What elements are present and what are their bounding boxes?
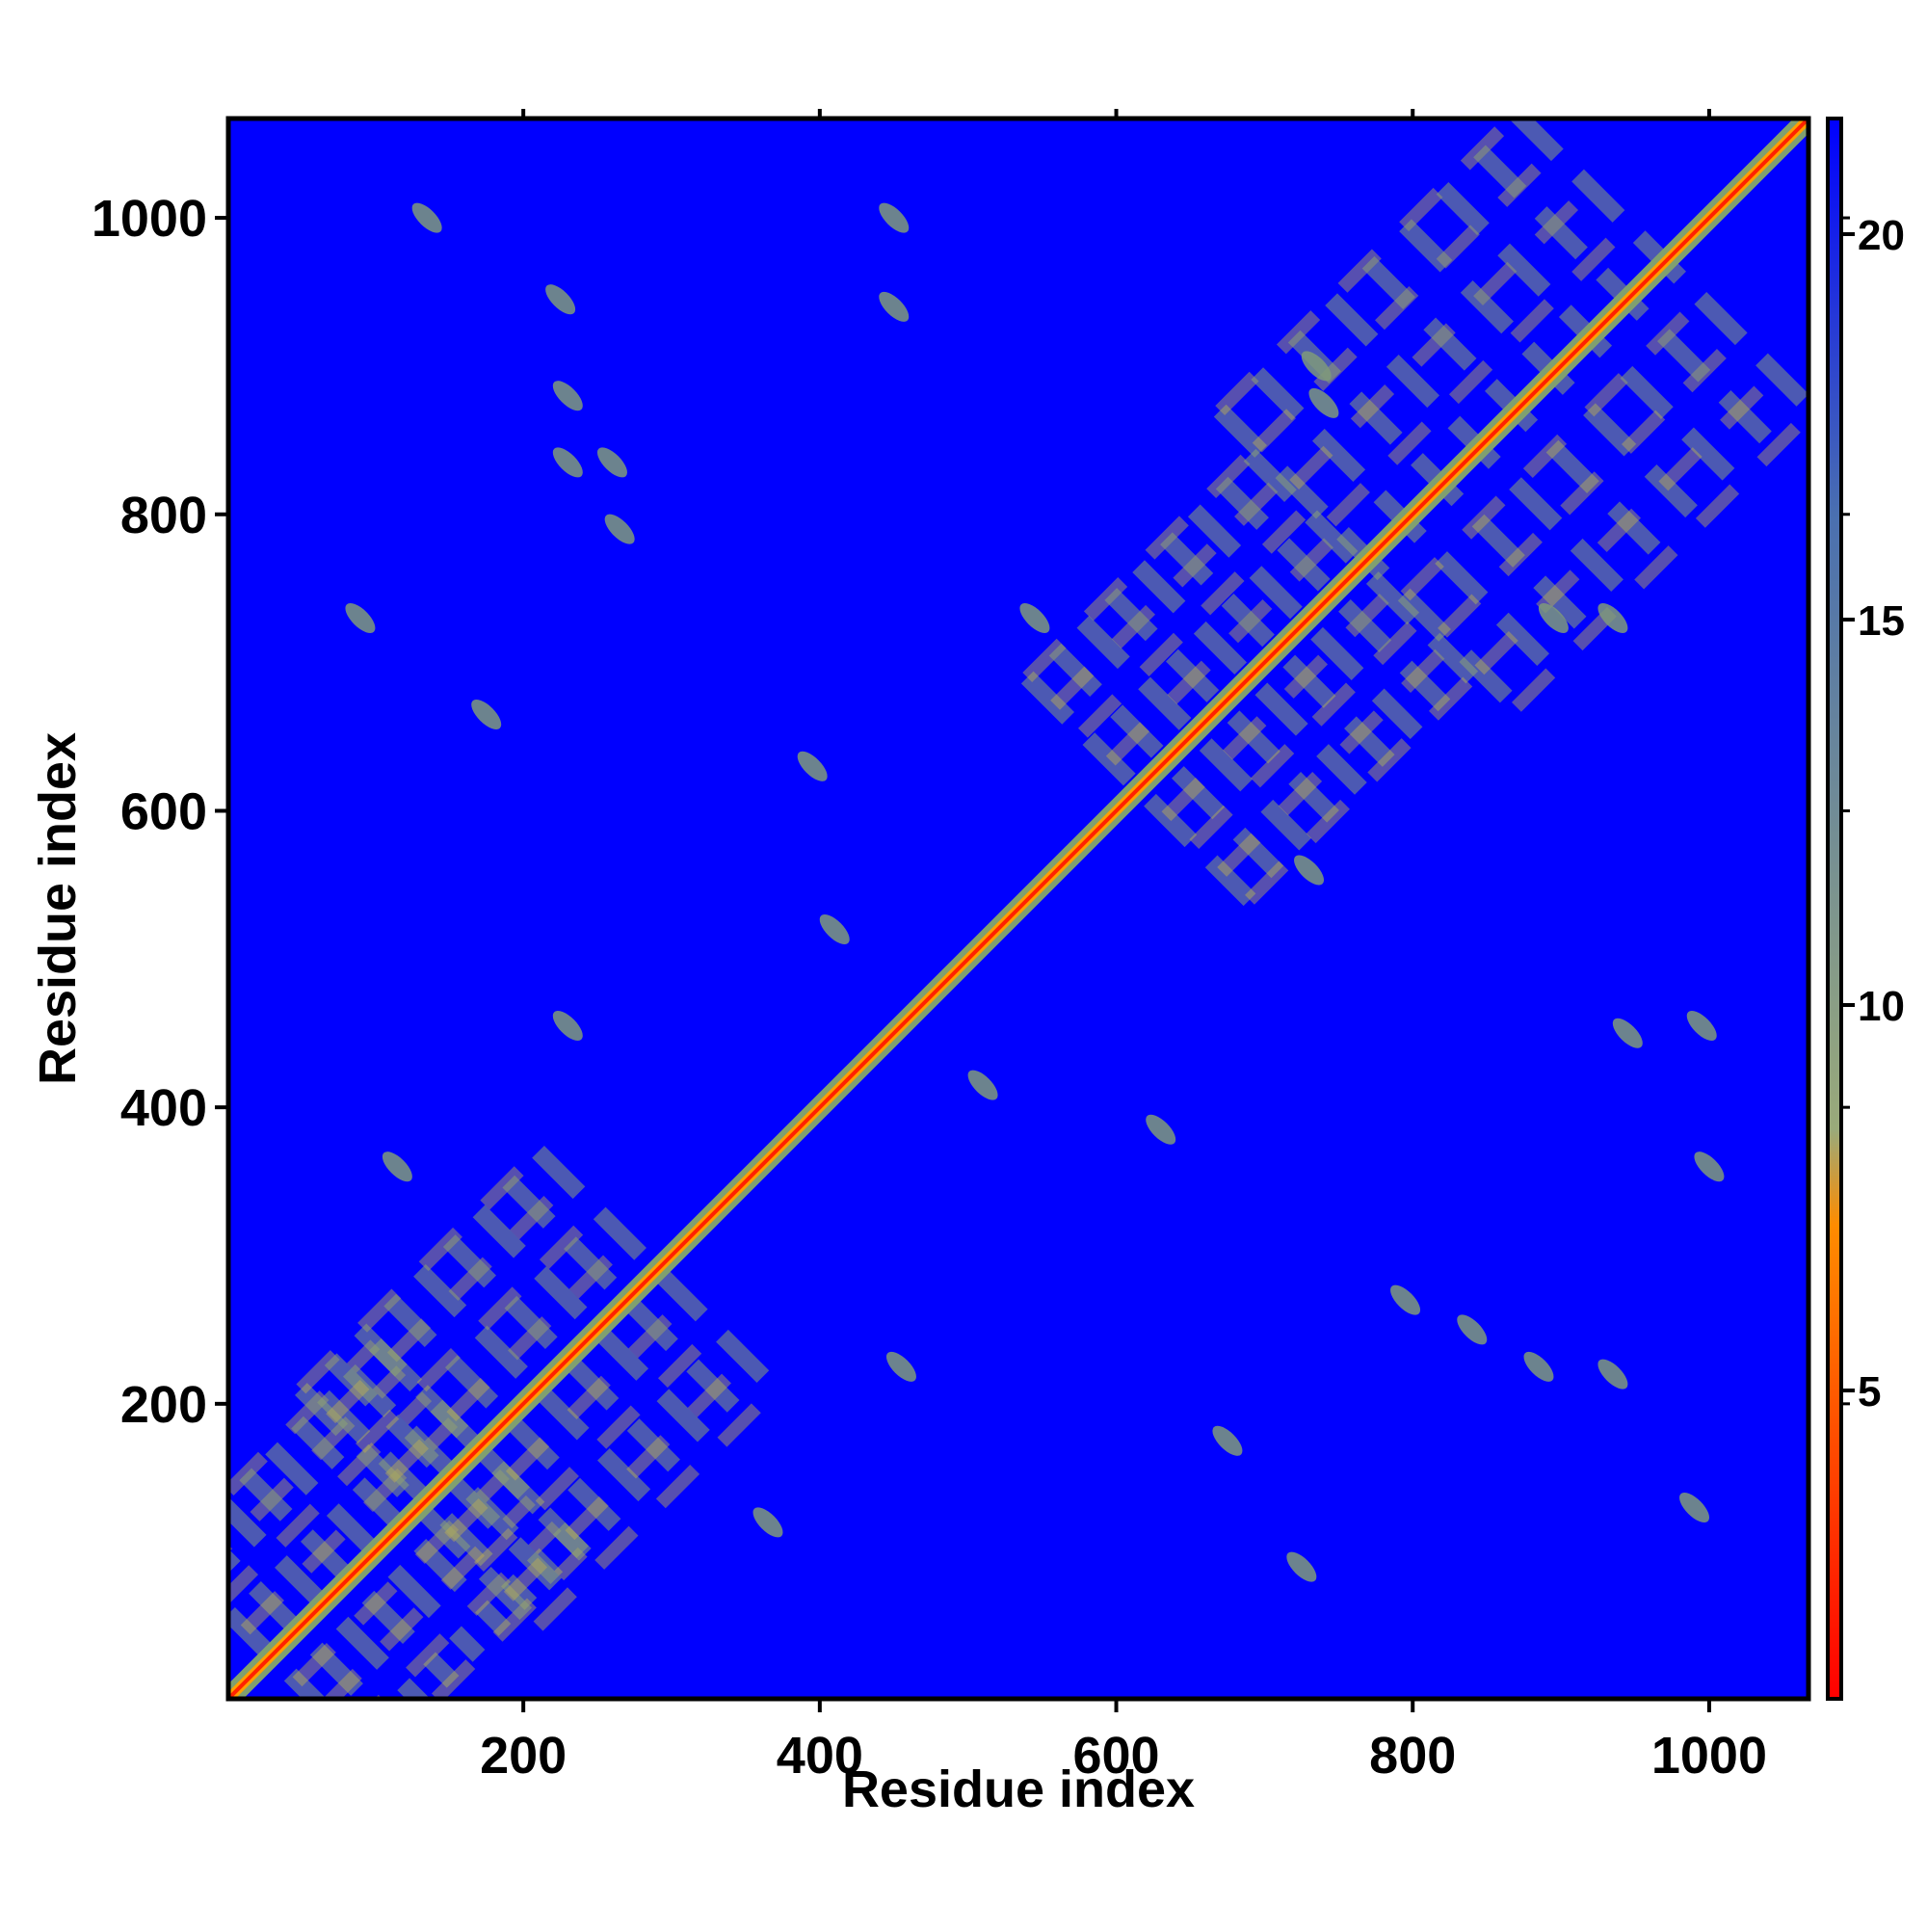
colorbar-axis: 5 10 15 20	[1841, 212, 1905, 1416]
diagonal-line	[228, 119, 1808, 1699]
contact-point-29	[885, 1351, 916, 1382]
contact-point-11	[797, 751, 828, 781]
contact-point-22	[1390, 1284, 1421, 1315]
contact-point-15	[382, 1151, 412, 1182]
domain-block-3	[1020, 448, 1479, 907]
x-tick-label: 400	[777, 1727, 863, 1785]
contact-point-14	[552, 1011, 583, 1042]
contact-point-27	[1679, 1493, 1710, 1523]
colorbar-tick-label: 5	[1858, 1368, 1881, 1416]
contact-point-28	[1286, 1551, 1317, 1582]
x-tick-label: 1000	[1651, 1727, 1767, 1785]
y-axis: 200 400 600 800 1000	[92, 190, 228, 1434]
contact-point-1	[411, 202, 442, 233]
y-tick-label: 800	[120, 487, 207, 544]
contact-point-25	[1597, 1359, 1628, 1389]
contact-point-33	[1301, 351, 1332, 382]
x-axis-label: Residue index	[842, 1760, 1195, 1818]
contact-point-12	[1019, 602, 1050, 633]
contact-point-13	[819, 914, 850, 945]
contact-point-30	[752, 1507, 783, 1538]
contact-point-6	[552, 447, 583, 478]
contact-point-31	[1538, 602, 1569, 633]
contact-point-23	[1457, 1314, 1488, 1345]
y-tick-label: 600	[120, 782, 207, 840]
contact-point-34	[1308, 387, 1339, 418]
contact-point-16	[967, 1070, 998, 1100]
y-tick-label: 200	[120, 1376, 207, 1434]
contact-point-5	[552, 381, 583, 411]
contact-point-26	[1212, 1425, 1243, 1456]
contact-point-32	[1597, 602, 1628, 633]
x-tick-label: 200	[480, 1727, 567, 1785]
x-tick-label: 800	[1369, 1727, 1456, 1785]
contact-point-10	[471, 699, 502, 729]
contact-point-20	[1686, 1011, 1717, 1042]
heatmap-layer	[228, 119, 1808, 1699]
colorbar-tick-label: 20	[1858, 212, 1905, 259]
contact-point-19	[1612, 1018, 1643, 1048]
contact-point-18	[1294, 855, 1325, 886]
contact-point-7	[596, 447, 627, 478]
contact-point-3	[545, 284, 576, 315]
contact-point-9	[345, 602, 376, 633]
contact-point-2	[879, 202, 910, 233]
colorbar-tick-label: 15	[1858, 597, 1905, 645]
plot-frame	[225, 116, 1811, 1702]
contact-point-4	[879, 291, 910, 322]
x-axis: 200 400 600 800 1000	[480, 109, 1767, 1785]
contact-point-21	[1694, 1151, 1725, 1182]
x-tick-label: 600	[1072, 1727, 1159, 1785]
contact-point-24	[1523, 1351, 1554, 1382]
y-tick-label: 1000	[92, 190, 207, 248]
y-axis-label: Residue index	[29, 732, 87, 1085]
colorbar-tick-label: 10	[1858, 983, 1905, 1030]
colorbar	[1826, 117, 1843, 1701]
y-tick-label: 400	[120, 1079, 207, 1137]
contact-point-17	[1146, 1114, 1176, 1145]
contact-point-8	[604, 514, 635, 544]
domain-block-1	[228, 1337, 590, 1699]
